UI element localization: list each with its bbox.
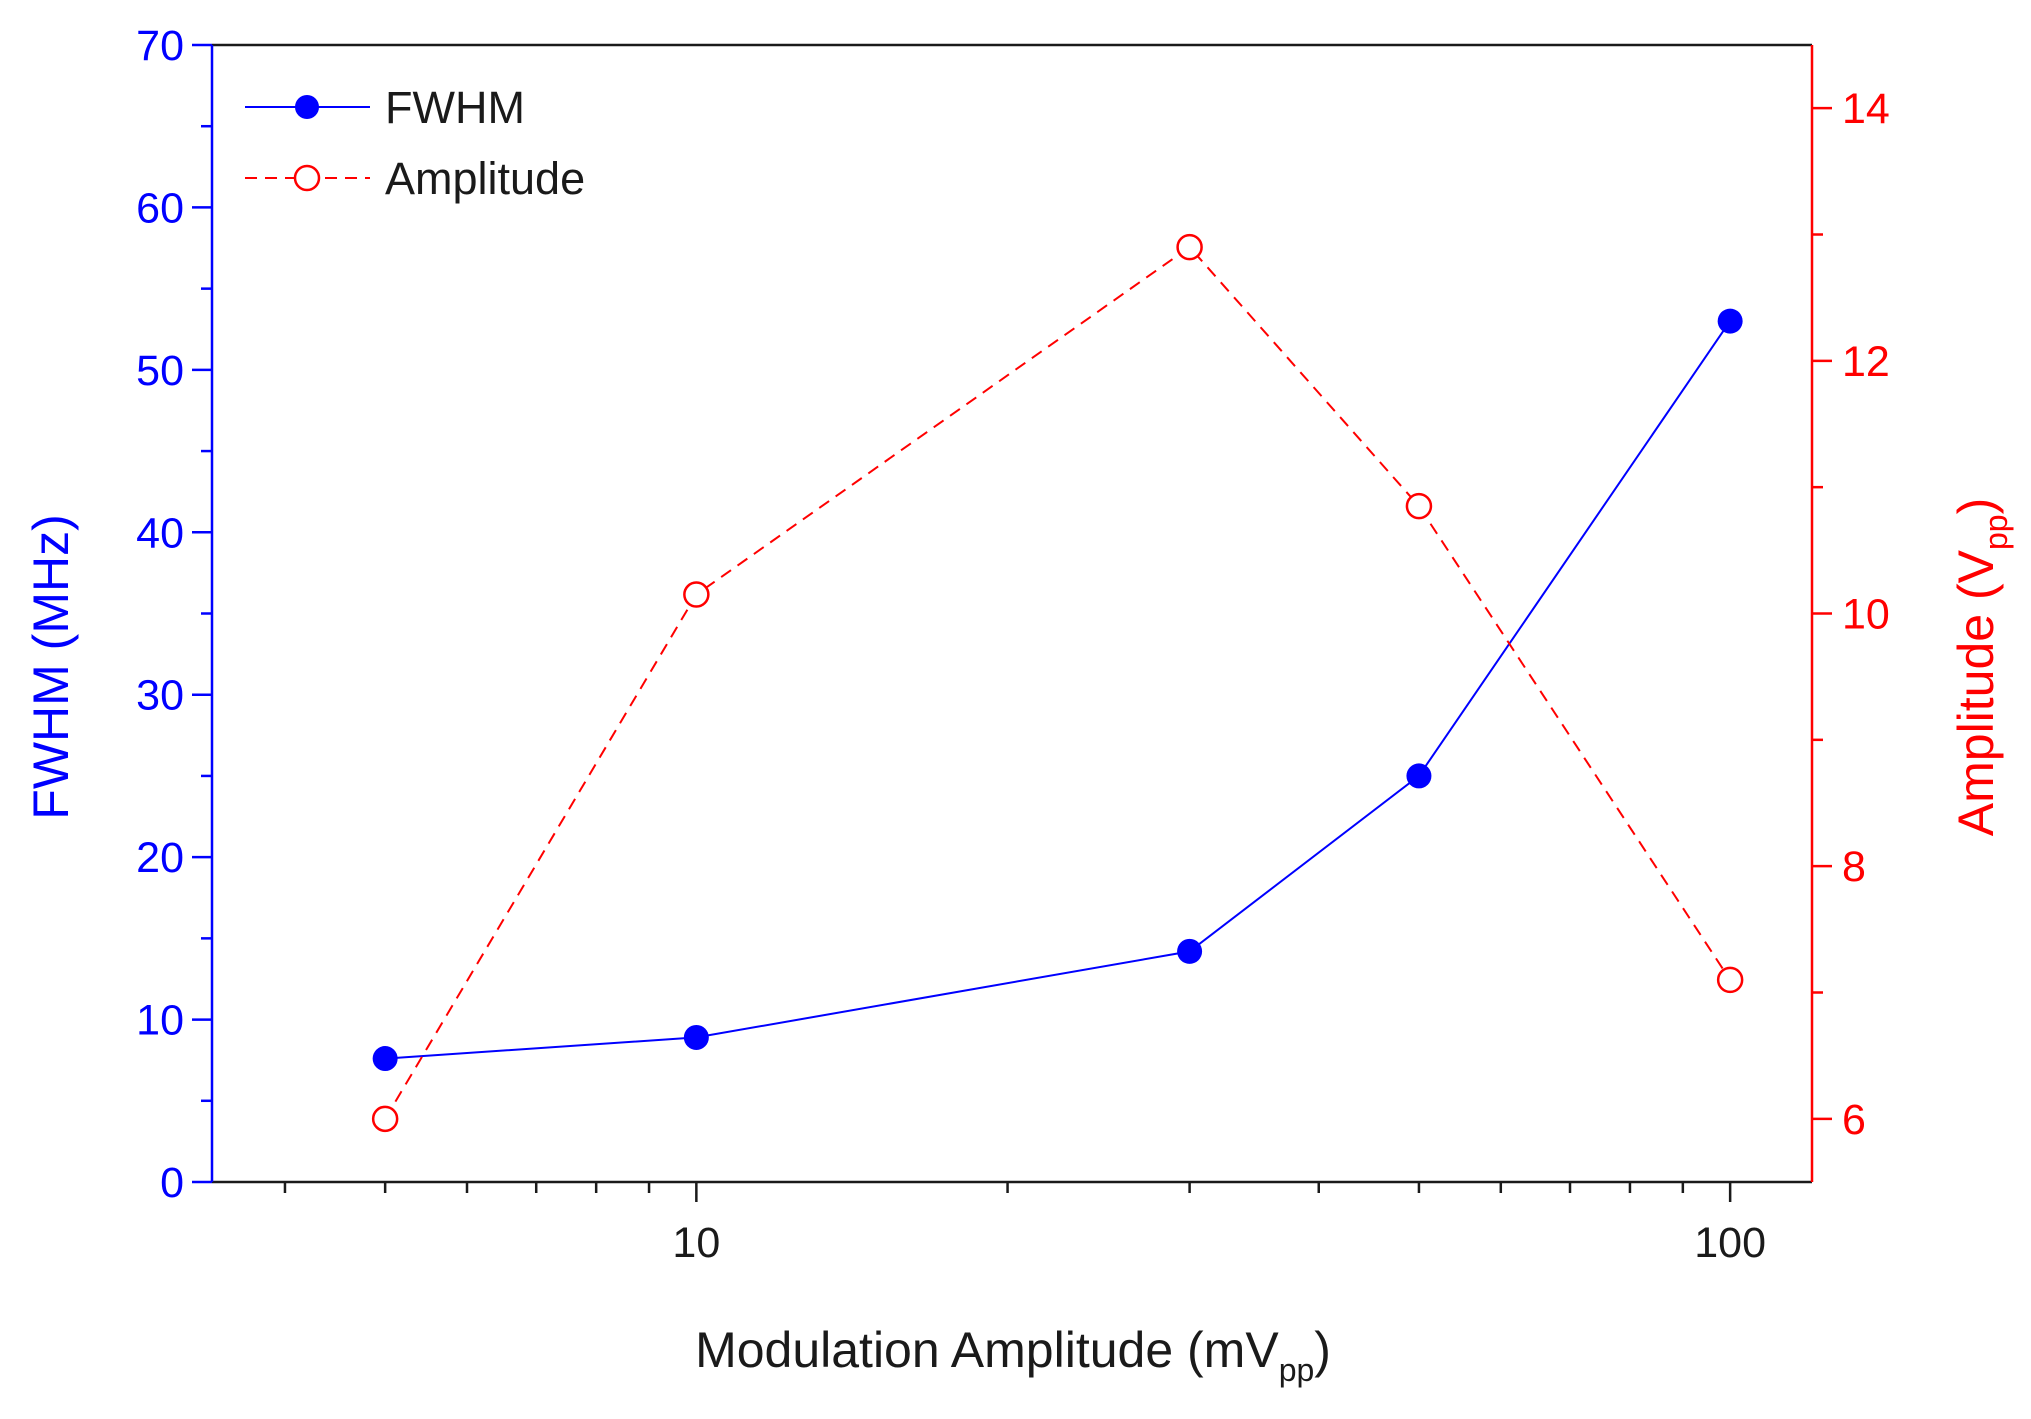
y-right-tick-label: 10 [1842, 591, 1890, 639]
y-left-tick-label: 70 [136, 22, 184, 70]
legend-marker-amplitude [293, 164, 321, 192]
axes-frame: 10 100 0 10 20 30 40 50 60 70 6 8 10 12 14 [136, 22, 1890, 1267]
y-left-tick-label: 60 [136, 184, 184, 232]
y-left-tick-label: 50 [136, 347, 184, 395]
legend-label-fwhm: FWHM [385, 82, 525, 133]
data-point-amplitude [371, 1105, 399, 1133]
y-left-axis-title: FWHM (MHz) [23, 514, 79, 819]
data-point-amplitude [1176, 233, 1203, 261]
series-line-fwhm [385, 320, 1731, 1060]
y-left-tick-label: 20 [136, 834, 184, 882]
y-left-tick-label: 40 [136, 509, 184, 557]
series-line-amplitude [384, 245, 1731, 1120]
data-point-amplitude [1405, 492, 1433, 520]
x-tick-label: 10 [672, 1219, 720, 1267]
data-point-fwhm [1717, 308, 1743, 334]
legend-label-amplitude: Amplitude [385, 153, 585, 204]
y-right-tick-label: 6 [1842, 1096, 1866, 1144]
y-right-axis-title: Amplitude (Vpp) [1948, 498, 2014, 836]
x-axis-title: Modulation Amplitude (mVpp) [695, 1322, 1331, 1388]
data-point-fwhm [372, 1046, 398, 1072]
plot-series [371, 233, 1744, 1133]
y-left-tick-label: 10 [136, 997, 184, 1045]
x-tick-label: 100 [1694, 1219, 1766, 1267]
y-left-tick-label: 30 [136, 672, 184, 720]
data-point-amplitude [1716, 966, 1744, 994]
y-right-tick-label: 14 [1842, 85, 1890, 133]
data-point-fwhm [683, 1024, 709, 1050]
legend-marker-fwhm [295, 95, 319, 119]
y-right-tick-label: 8 [1842, 843, 1866, 891]
data-point-fwhm [1406, 763, 1432, 789]
y-right-tick-label: 12 [1842, 338, 1890, 386]
y-left-tick-label: 0 [160, 1159, 184, 1207]
data-point-amplitude [683, 581, 710, 608]
legend: FWHM Amplitude [245, 82, 585, 204]
data-point-fwhm [1177, 938, 1203, 964]
